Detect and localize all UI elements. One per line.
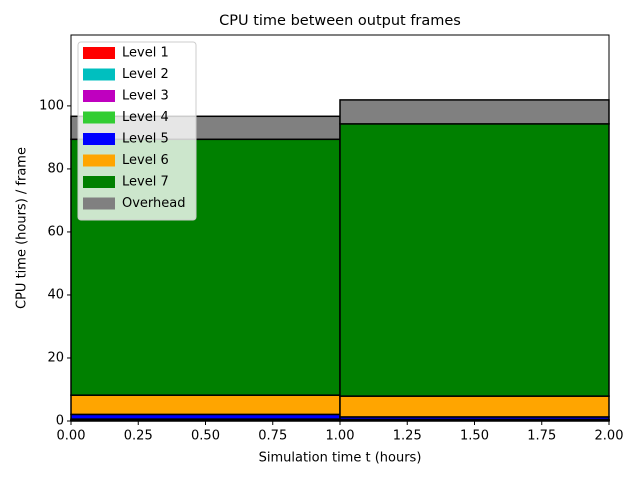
x-tick-label: 1.50 — [460, 429, 489, 444]
legend-label: Level 5 — [122, 132, 169, 147]
x-tick-label: 0.50 — [191, 429, 220, 444]
legend-box — [77, 41, 197, 221]
x-tick-label: 2.00 — [595, 429, 624, 444]
x-tick-label: 0.75 — [258, 429, 287, 444]
x-tick-label: 1.25 — [393, 429, 422, 444]
x-axis-label: Simulation time t (hours) — [259, 451, 422, 466]
legend-swatch — [83, 68, 115, 81]
y-tick-label: 80 — [47, 161, 64, 176]
legend-swatch — [83, 47, 115, 59]
x-tick-label: 0.00 — [57, 429, 86, 444]
x-tick-label: 1.00 — [326, 429, 355, 444]
legend-swatch — [83, 111, 115, 124]
legend-label: Level 4 — [122, 110, 169, 125]
legend-swatch — [83, 133, 115, 145]
bar-segment — [70, 394, 341, 416]
y-tick-label: 0 — [56, 414, 64, 429]
bar-segment — [339, 99, 610, 125]
legend-label: Level 1 — [122, 46, 169, 61]
legend-label: Overhead — [122, 196, 186, 211]
legend-label: Level 2 — [122, 67, 169, 82]
y-tick-label: 100 — [39, 98, 64, 113]
x-tick-label: 1.75 — [527, 429, 556, 444]
x-tick-label: 0.25 — [124, 429, 153, 444]
legend-swatch — [83, 90, 115, 102]
bar-segment — [339, 123, 610, 397]
y-tick-label: 40 — [47, 287, 64, 302]
bar-segment — [339, 395, 610, 418]
y-tick-label: 60 — [47, 224, 64, 239]
legend-swatch — [83, 154, 115, 167]
legend-label: Level 6 — [122, 153, 169, 168]
y-axis-label: CPU time (hours) / frame — [15, 147, 30, 309]
legend-label: Level 3 — [122, 89, 169, 104]
legend-label: Level 7 — [122, 175, 169, 190]
legend-swatch — [83, 176, 115, 188]
chart-title: CPU time between output frames — [219, 13, 461, 29]
y-tick-label: 20 — [47, 350, 64, 365]
legend-swatch — [83, 197, 115, 210]
